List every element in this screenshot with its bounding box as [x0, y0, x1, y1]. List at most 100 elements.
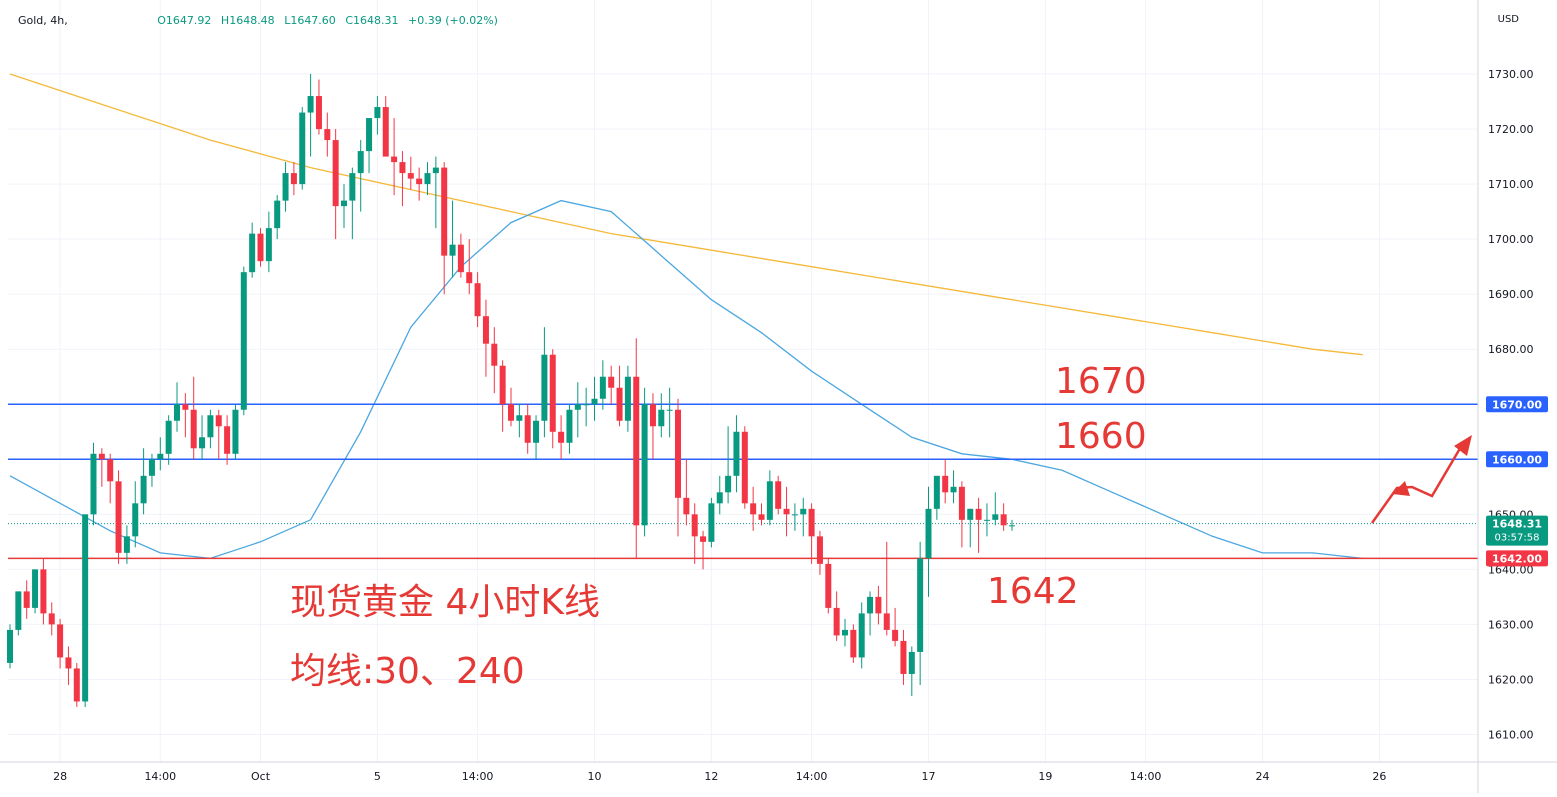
y-tick-label: 1680.00 — [1488, 343, 1534, 356]
candle-body — [933, 475, 940, 509]
low-value: L1647.60 — [284, 14, 336, 27]
candle-body — [123, 536, 130, 553]
x-tick-label: 12 — [704, 770, 718, 783]
annotation-1670: 1670 — [1055, 361, 1147, 402]
x-tick-label: 19 — [1038, 770, 1052, 783]
candle-body — [816, 536, 823, 564]
x-tick-label: 24 — [1256, 770, 1270, 783]
candle-body — [808, 508, 815, 537]
price-tag-1642: 1642.00 — [1492, 552, 1542, 565]
candle-body — [224, 426, 231, 454]
ma30-line — [9, 199, 1363, 560]
candle-body — [107, 459, 114, 482]
candle-body — [182, 404, 189, 410]
candle-body — [249, 233, 256, 273]
candle-body — [733, 431, 740, 476]
ohlc-legend: Gold, 4h, O1647.92 H1648.48 L1647.60 C16… — [18, 14, 504, 27]
y-tick-label: 1720.00 — [1488, 123, 1534, 136]
candle-body — [315, 96, 322, 130]
candle-body — [474, 283, 481, 317]
candle-body — [140, 475, 147, 504]
x-tick-label: 14:00 — [1130, 770, 1162, 783]
candle-body — [424, 173, 431, 185]
annotation-ma: 均线:30、240 — [290, 651, 525, 692]
annotation-title: 现货黄金 4小时K线 — [290, 582, 600, 623]
candle-body — [775, 481, 782, 509]
x-tick-label: Oct — [251, 770, 271, 783]
candle-body — [23, 591, 30, 608]
candle-body — [482, 316, 489, 344]
y-tick-label: 1700.00 — [1488, 233, 1534, 246]
arrowhead-icon — [1454, 435, 1472, 456]
x-tick-label: 5 — [374, 770, 381, 783]
x-tick-label: 14:00 — [796, 770, 828, 783]
candle-body — [432, 167, 439, 174]
price-tag-1660: 1660.00 — [1492, 453, 1542, 466]
candle-body — [499, 365, 506, 405]
candle-body — [858, 613, 865, 658]
candle-body — [148, 459, 155, 476]
candle-body — [983, 519, 990, 521]
candle-body — [82, 514, 89, 702]
y-tick-label: 1710.00 — [1488, 178, 1534, 191]
candle-body — [700, 536, 707, 542]
candle-body — [750, 503, 757, 515]
candle-body — [791, 514, 798, 516]
price-tag-1670: 1670.00 — [1492, 398, 1542, 411]
change-value: +0.39 (+0.02%) — [407, 14, 498, 27]
y-tick-label: 1640.00 — [1488, 563, 1534, 576]
candle-body — [758, 514, 765, 520]
current-price-tag: 1648.31 — [1492, 518, 1542, 531]
price-tag-1642-bg — [1486, 550, 1548, 567]
candle-body — [391, 156, 398, 163]
candle-body — [240, 272, 247, 410]
candle-body — [658, 409, 665, 427]
candle-body — [741, 431, 748, 504]
candle-body — [992, 514, 999, 520]
candle-body — [842, 629, 848, 636]
candle-body — [516, 415, 523, 421]
price-tag-1670-bg — [1486, 396, 1548, 413]
candle-body — [624, 376, 631, 421]
x-tick-label: 14:00 — [144, 770, 176, 783]
candle-body — [541, 354, 548, 421]
candle-body — [766, 481, 773, 520]
close-value: C1648.31 — [345, 14, 399, 27]
candle-body — [583, 404, 590, 406]
candle-body — [975, 508, 982, 520]
candle-body — [382, 107, 389, 157]
candle-body — [265, 228, 272, 262]
candle-body — [925, 508, 932, 559]
candle-body — [282, 173, 289, 201]
candle-body — [491, 343, 498, 366]
y-tick-label: 1690.00 — [1488, 288, 1534, 301]
candle-body — [908, 651, 915, 674]
candle-body — [867, 596, 874, 614]
candle-body — [950, 486, 957, 493]
candle-body — [132, 503, 139, 537]
candle-body — [40, 569, 47, 614]
candle-body — [57, 624, 64, 658]
countdown-tag: 03:57:58 — [1495, 533, 1540, 544]
candle-body — [73, 668, 80, 702]
candle-body — [349, 173, 356, 201]
candle-body — [708, 503, 715, 542]
candle-body — [599, 376, 606, 399]
candle-body — [666, 409, 673, 411]
candle-body — [967, 508, 974, 520]
candle-body — [274, 200, 281, 229]
candle-body — [508, 404, 514, 421]
candle-body — [324, 129, 331, 141]
candle-body — [232, 409, 239, 454]
candle-body — [616, 387, 623, 421]
candle-body — [683, 497, 690, 515]
candle-body — [833, 607, 840, 636]
candle-body — [299, 112, 306, 185]
candle-body — [1009, 525, 1015, 527]
annotation-1642: 1642 — [987, 571, 1079, 612]
x-tick-label: 26 — [1372, 770, 1386, 783]
candle-body — [407, 173, 414, 179]
candle-body — [174, 404, 180, 421]
